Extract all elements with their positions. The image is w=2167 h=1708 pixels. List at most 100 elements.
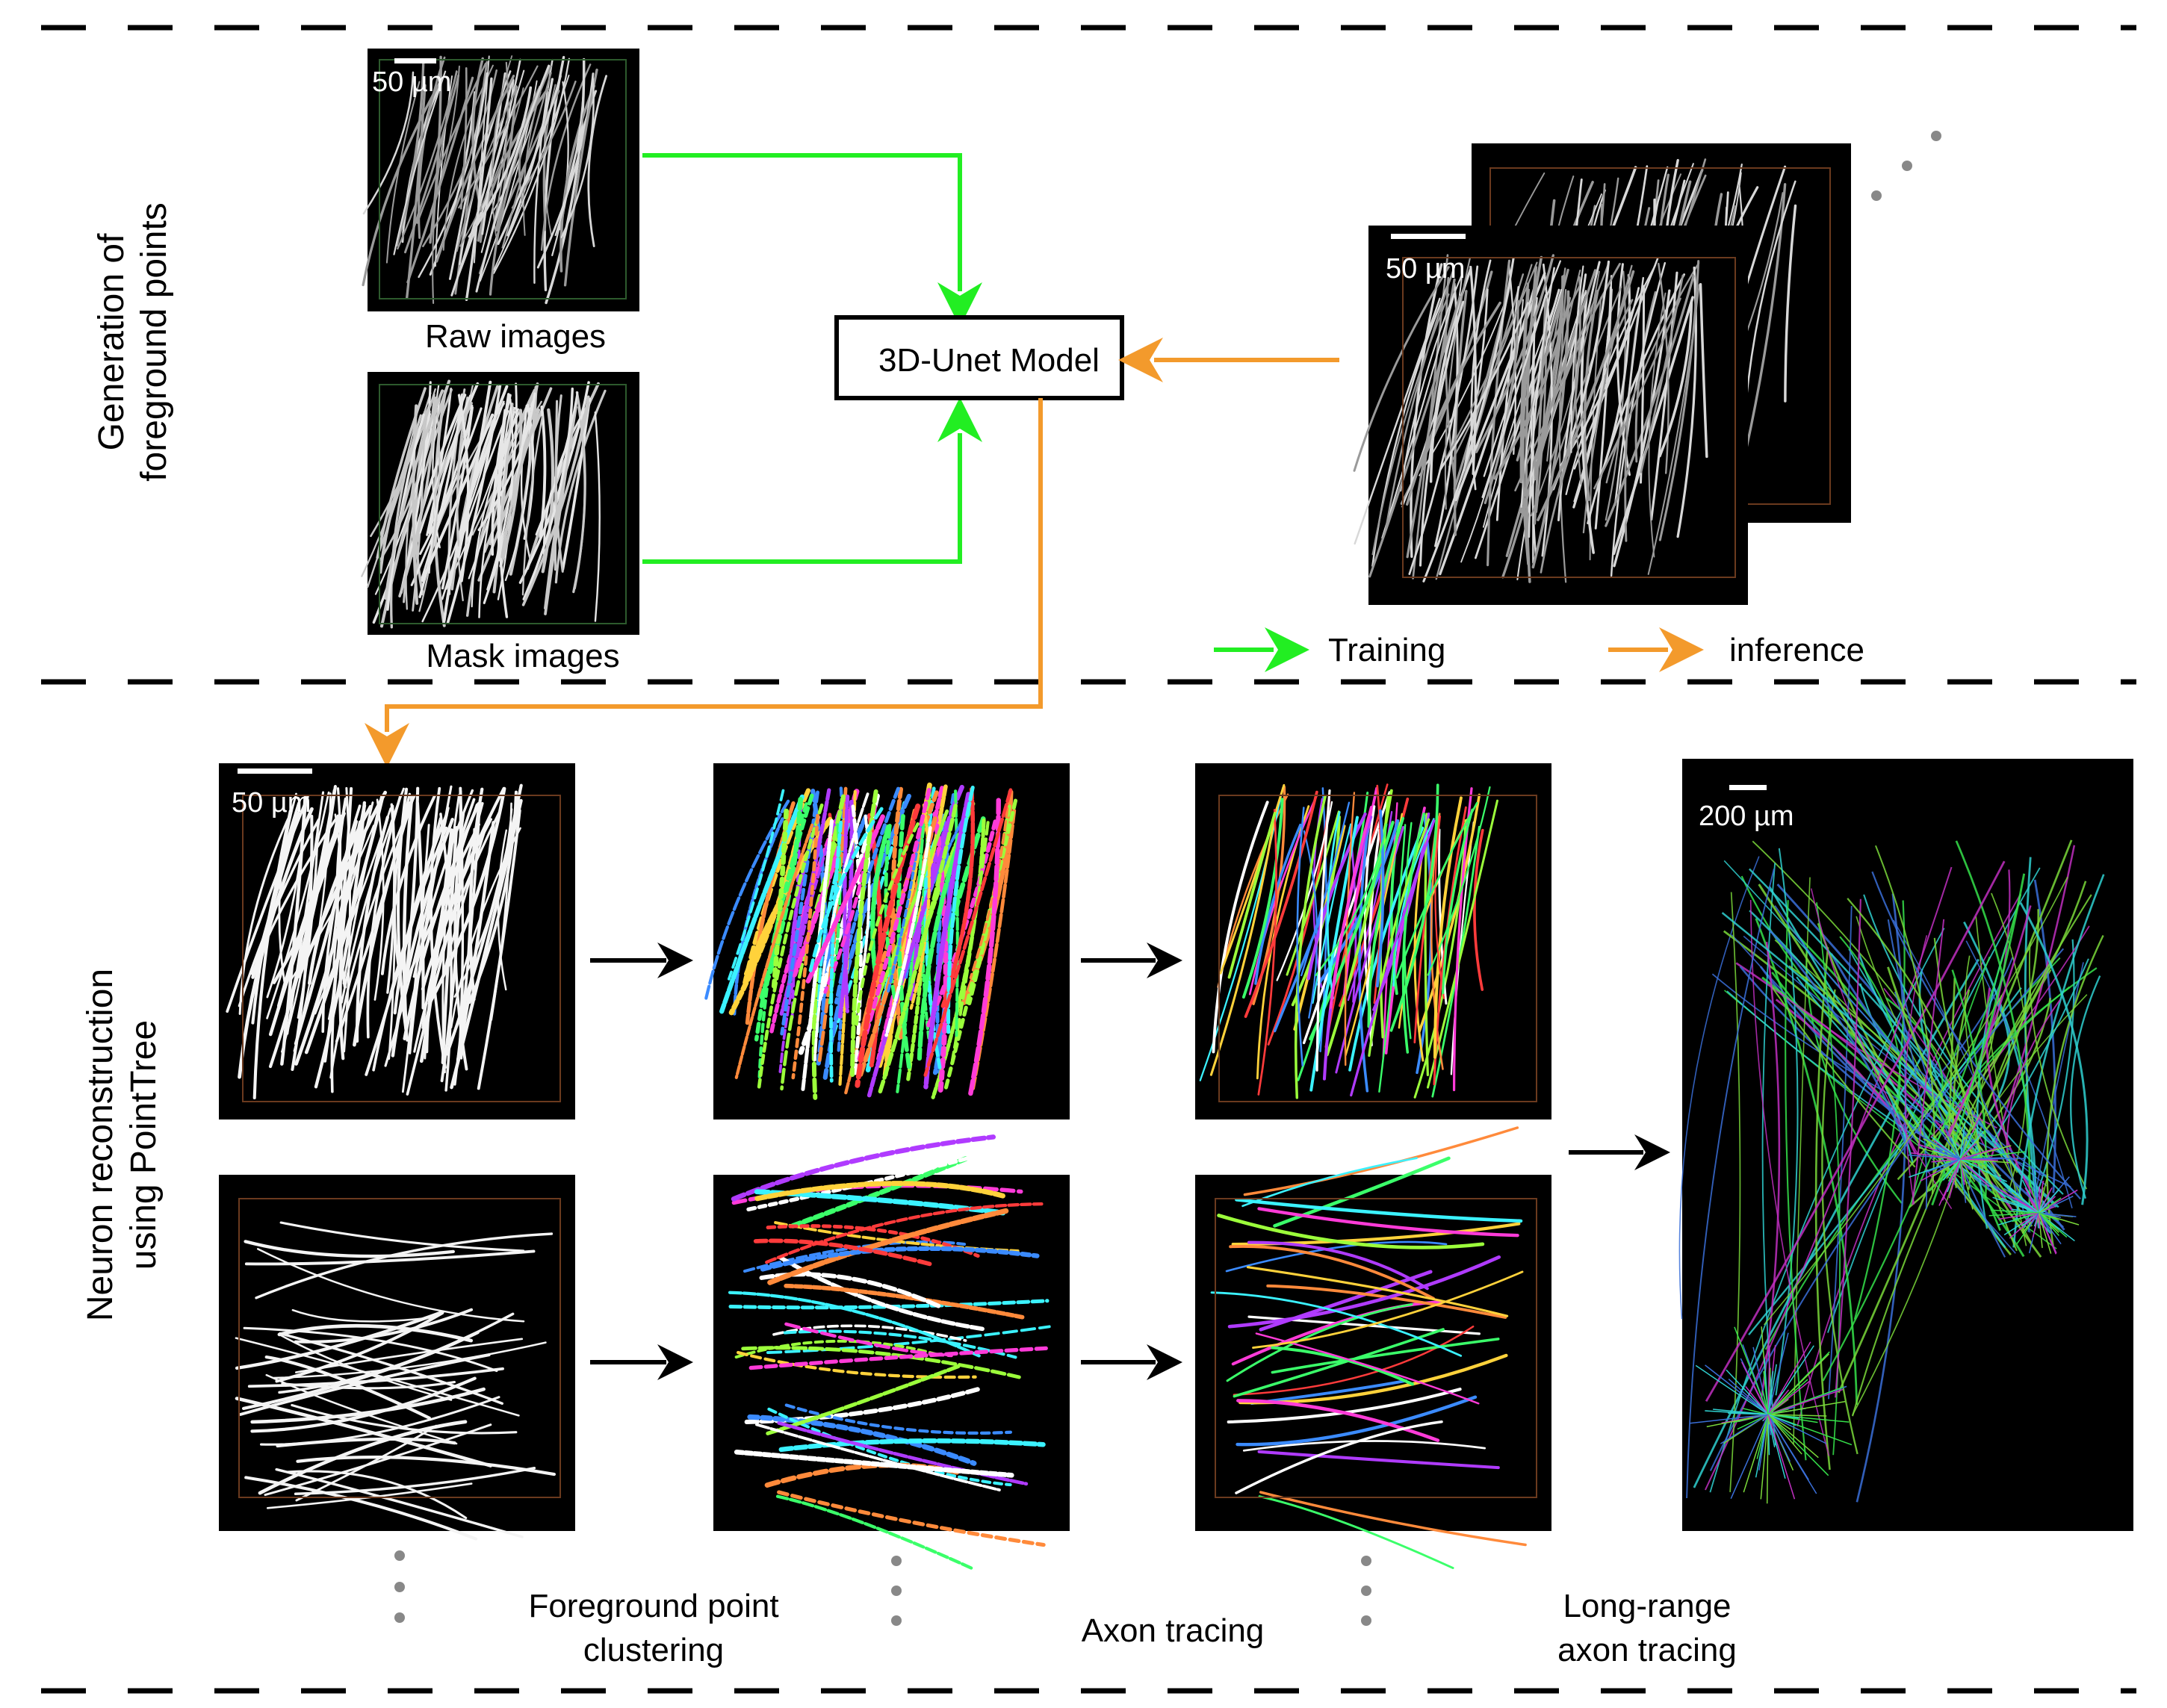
fiber-stroke bbox=[450, 77, 514, 296]
fiber-stroke bbox=[456, 821, 495, 1062]
fiber-stroke bbox=[1648, 292, 1667, 558]
long-range-axon-stroke bbox=[1838, 839, 2073, 1394]
fiber-stroke bbox=[771, 808, 789, 989]
long-range-axon-stroke bbox=[1947, 978, 1956, 1171]
long-range-axon-stroke bbox=[1955, 840, 2031, 1214]
fiber-stroke bbox=[1395, 801, 1478, 979]
fiber-stroke bbox=[805, 814, 885, 984]
arbor-stroke bbox=[1960, 1158, 1998, 1161]
fiber-stroke bbox=[870, 824, 891, 978]
long-range-axon-stroke bbox=[2023, 939, 2075, 1229]
fiber-stroke bbox=[376, 387, 427, 559]
arbor-stroke bbox=[1767, 1414, 1829, 1476]
fiber-stroke bbox=[554, 394, 564, 573]
scale-label-long-range: 200 µm bbox=[1699, 801, 1794, 832]
fiber-stroke bbox=[477, 392, 536, 532]
fiber-stroke bbox=[1486, 259, 1511, 567]
arbor-stroke bbox=[2012, 1212, 2039, 1223]
fiber-stroke bbox=[239, 1353, 491, 1416]
fiber-stroke bbox=[719, 794, 805, 1014]
fiber-stroke bbox=[734, 1449, 1014, 1478]
fiber-stroke bbox=[760, 1246, 1040, 1272]
fiber-stroke bbox=[1257, 1450, 1500, 1470]
fiber-stroke bbox=[1531, 290, 1570, 569]
fiber-stroke bbox=[1258, 1495, 1454, 1569]
arbor-stroke bbox=[1959, 1147, 1998, 1160]
fiber-stroke bbox=[273, 1341, 547, 1379]
fiber-stroke bbox=[1610, 261, 1667, 577]
fiber-stroke bbox=[1427, 799, 1498, 1089]
arbor-stroke bbox=[2038, 1204, 2047, 1214]
fiber-stroke bbox=[1342, 786, 1378, 997]
model-label: 3D-Unet Model bbox=[878, 342, 1100, 379]
long-range-axon-stroke bbox=[1810, 888, 1953, 1210]
fiber-stroke bbox=[1658, 299, 1693, 458]
long-range-axon-stroke bbox=[1740, 875, 1929, 1111]
fiber-stroke bbox=[1227, 812, 1277, 979]
legend: Training inference bbox=[1214, 627, 1864, 672]
stack-ellipsis-dots bbox=[1871, 131, 1941, 201]
arbor-stroke bbox=[2000, 1197, 2039, 1214]
fiber-stroke bbox=[500, 409, 541, 559]
fiber-stroke bbox=[560, 77, 595, 238]
fiber-stroke bbox=[855, 822, 920, 1030]
fiber-stroke bbox=[1381, 295, 1455, 539]
long-range-axon-stroke bbox=[1871, 871, 2081, 1200]
fiber-stroke bbox=[1435, 273, 1525, 580]
mask-image-panel bbox=[361, 372, 639, 635]
arbor-stroke bbox=[1737, 1414, 1769, 1430]
arbor-stroke bbox=[2038, 1201, 2044, 1214]
arbor-stroke bbox=[1767, 1345, 1770, 1415]
fiber-stroke bbox=[304, 794, 385, 1055]
arbor-stroke bbox=[1720, 1414, 1769, 1444]
fiber-stroke bbox=[397, 70, 458, 250]
long-range-axon-stroke bbox=[1856, 893, 1907, 1503]
fiber-stroke bbox=[1605, 270, 1627, 521]
raw-image-panel bbox=[362, 49, 639, 311]
long-range-axon-stroke bbox=[1749, 910, 1914, 1164]
fiber-stroke bbox=[456, 396, 469, 547]
arbor-stroke bbox=[2038, 1212, 2052, 1254]
fiber-stroke bbox=[457, 394, 470, 583]
long-range-axon-stroke bbox=[1887, 966, 2042, 1258]
arbor-stroke bbox=[1760, 1414, 1769, 1500]
fiber-stroke bbox=[430, 786, 447, 1069]
arbor-stroke bbox=[2032, 1212, 2039, 1237]
fiber-stroke bbox=[540, 63, 592, 251]
scale-label-inference: 50 µm bbox=[1386, 253, 1465, 285]
scale-label-raw: 50 µm bbox=[372, 66, 451, 98]
long-range-axon-stroke bbox=[1755, 918, 1858, 1406]
fiber-stroke bbox=[257, 1248, 525, 1323]
fiber-stroke bbox=[286, 1470, 468, 1520]
fiber-stroke bbox=[1699, 282, 1708, 459]
section-title-bottom-line1: Neuron reconstruction bbox=[81, 969, 120, 1321]
arbor-stroke bbox=[1942, 1158, 1961, 1181]
arbor-stroke bbox=[1767, 1388, 1844, 1415]
fiber-stroke bbox=[504, 407, 531, 581]
fiber-stroke bbox=[1784, 204, 1797, 403]
fiber-stroke bbox=[765, 1202, 1044, 1264]
long-range-axon-stroke bbox=[1912, 919, 1945, 1205]
arbor-stroke bbox=[1756, 1414, 1769, 1459]
fiber-stroke bbox=[563, 68, 598, 287]
fiber-stroke bbox=[1250, 1379, 1407, 1406]
arbor-stroke bbox=[2039, 1212, 2062, 1218]
fiber-stroke bbox=[790, 1155, 970, 1229]
arbor-stroke bbox=[1767, 1409, 1789, 1415]
scale-bar-long-range bbox=[1729, 785, 1767, 790]
fiber-stroke bbox=[511, 80, 577, 209]
fiber-stroke bbox=[1271, 1346, 1414, 1386]
fiber-stroke bbox=[867, 819, 955, 1098]
fiber-stroke bbox=[1368, 818, 1430, 1058]
arbor-stroke bbox=[1768, 1414, 1818, 1423]
fiber-stroke bbox=[1658, 260, 1700, 541]
arbor-stroke bbox=[1742, 1408, 1769, 1415]
fiber-stroke bbox=[1242, 1440, 1486, 1452]
fiber-stroke bbox=[1233, 1325, 1475, 1396]
fiber-stroke bbox=[728, 1299, 1050, 1310]
fiber-stroke bbox=[501, 72, 552, 249]
fiber-stroke bbox=[1367, 816, 1405, 1028]
fiber-stroke bbox=[459, 400, 505, 532]
model-box: 3D-Unet Model bbox=[834, 315, 1124, 400]
long-range-axon-stroke bbox=[2070, 975, 2101, 1199]
